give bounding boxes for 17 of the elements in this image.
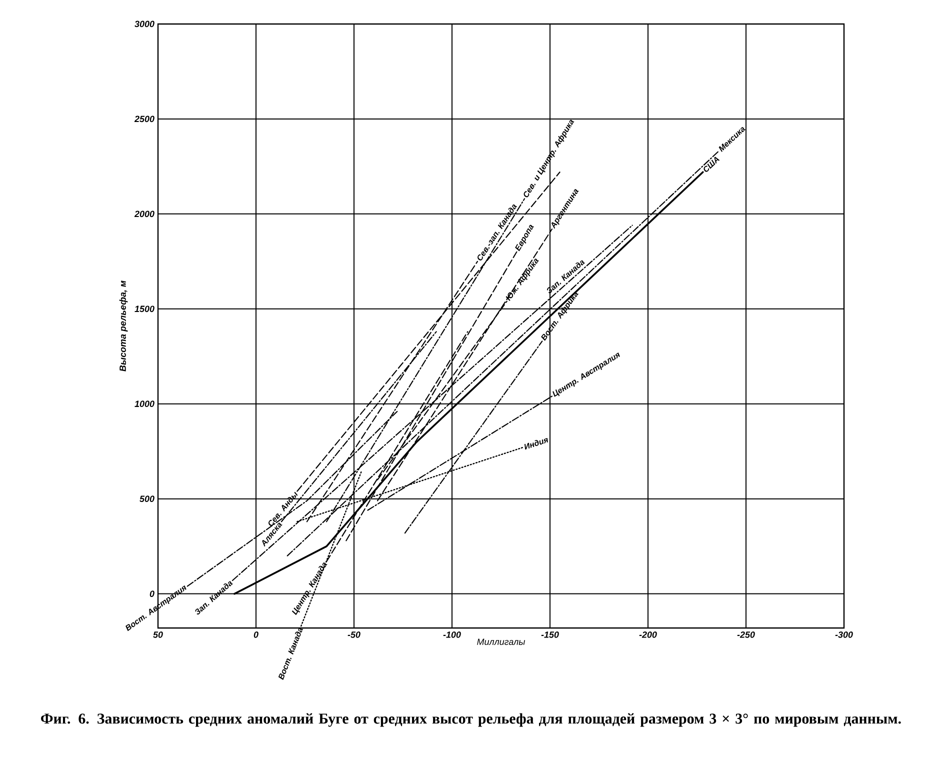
- y-tick-label: 1500: [134, 306, 154, 312]
- x-tick-label: -250: [737, 632, 755, 638]
- x-tick-label: -150: [541, 632, 559, 638]
- y-axis-title: Высота рельефа, м: [119, 280, 128, 372]
- x-tick-label: -300: [835, 632, 853, 638]
- x-tick-label: -200: [639, 632, 657, 638]
- text: Фиг. 6. Зависимость средних аномалий Буге от средних высот рельефа для площадей размером 3 × 3° по мировым данным.: [41, 713, 901, 727]
- x-tick-label: -100: [443, 632, 461, 638]
- x-axis-title: Миллигалы: [477, 638, 526, 645]
- y-tick-label: 2000: [134, 210, 154, 218]
- x-tick-label: -50: [348, 632, 360, 638]
- y-tick-label: 2500: [134, 116, 154, 122]
- y-tick-label: 500: [140, 496, 154, 502]
- x-tick-label: 0: [254, 632, 258, 638]
- y-tick-label: 1000: [134, 400, 154, 408]
- x-tick-label: 50: [153, 632, 163, 638]
- y-tick-label: 3000: [134, 20, 154, 28]
